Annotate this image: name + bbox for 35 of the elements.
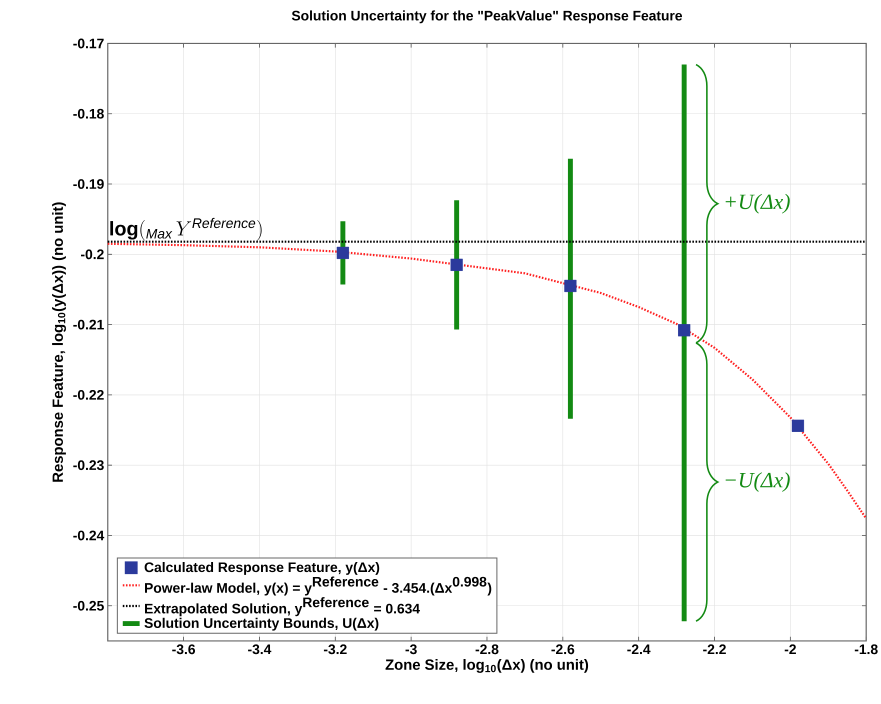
x-tick-label: -3 xyxy=(406,644,417,654)
legend-label: $\textbf{Calculated Response Feature, y(Δx)}$ xyxy=(144,562,380,575)
annotation: $\mathbf{log}(_{\mathit{Max}}\,Y^{\mathit{Reference}})$ xyxy=(110,218,262,240)
x-axis-title: Zone Size, log$_{10}$(Δx) (no unit) xyxy=(386,658,588,673)
x-tick-label: -2.8 xyxy=(476,644,498,654)
y-tick-label: -0.23 xyxy=(73,460,104,470)
point xyxy=(678,324,690,336)
legend-label: $\textbf{Solution Uncertainty Bounds, U(Δx)}$ xyxy=(144,618,378,631)
y-tick-label: -0.24 xyxy=(73,530,104,540)
y-axis-title: Response Feature, log$_{10}$(y(Δx)) (no unit) xyxy=(52,202,66,482)
x-tick-label: -3.2 xyxy=(324,644,347,654)
y-tick-label: -0.21 xyxy=(73,320,104,330)
annotation: +U(Δx) xyxy=(726,194,790,214)
point xyxy=(336,246,349,259)
x-tick-label: -2.4 xyxy=(627,644,651,654)
y-tick-label: -0.22 xyxy=(73,390,104,400)
line-series xyxy=(106,242,868,520)
x-tick-label: -2.6 xyxy=(551,644,574,654)
x-tick-label: -3.4 xyxy=(248,644,272,654)
point xyxy=(450,258,463,271)
point xyxy=(564,280,577,292)
legend-label: $\textbf{Power-law Model, y(x) = y}^{\textbf{Reference}}\textbf{ - 3.454.(Δx}^{\textbf{0.998}}\textbf{)}$ xyxy=(145,576,492,596)
x-tick-label: -2.2 xyxy=(703,644,726,654)
annotation: −U(Δx) xyxy=(726,472,790,492)
y-tick-label: -0.25 xyxy=(73,600,104,611)
legend-label: $\textbf{Extrapolated Solution, y}^{\textbf{Reference}}\textbf{ = 0.634}$ xyxy=(145,597,420,616)
chart-title: Solution Uncertainty for the "PeakValue" Response Feature xyxy=(292,10,682,24)
y-tick-label: -0.19 xyxy=(73,179,104,189)
y-tick-label: -0.2 xyxy=(80,249,104,260)
point xyxy=(792,420,804,432)
x-tick-label: -2 xyxy=(784,644,796,654)
y-tick-label: -0.17 xyxy=(73,38,104,48)
x-tick-label: -1.8 xyxy=(854,644,878,654)
y-tick-label: -0.18 xyxy=(73,108,104,119)
x-tick-label: -3.6 xyxy=(172,644,196,654)
